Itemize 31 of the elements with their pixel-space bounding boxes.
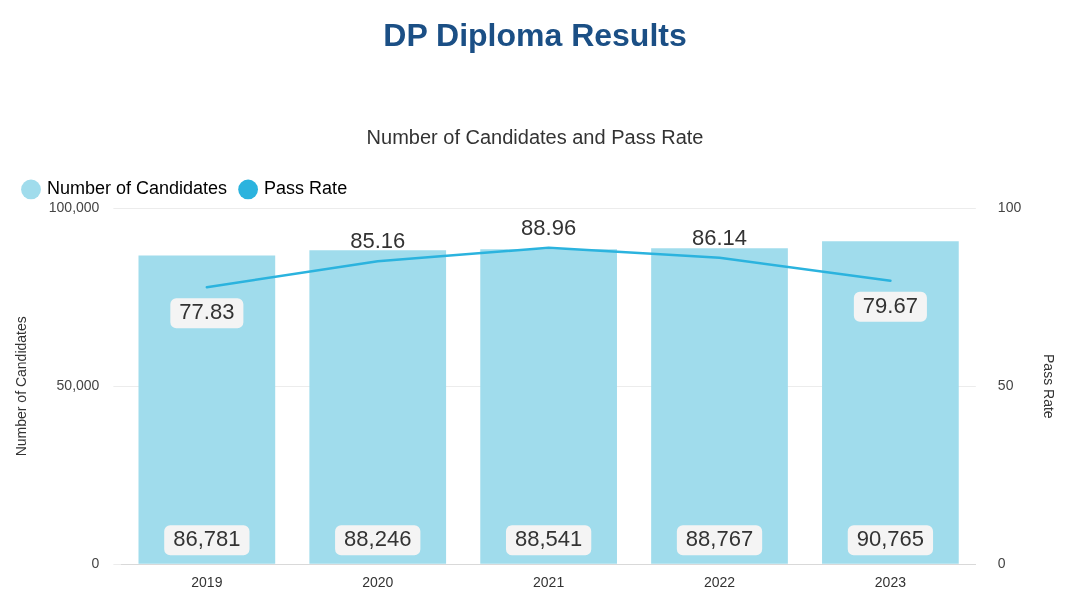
x-tick-label: 2020: [362, 574, 394, 591]
y2-tick-label: 50: [997, 377, 1014, 394]
chart-subtitle: Number of Candidates and Pass Rate: [366, 125, 704, 148]
data-label: 77.83: [179, 299, 235, 325]
data-label: 86,781: [173, 526, 241, 552]
data-label: 88,246: [344, 526, 412, 552]
bar: [651, 248, 788, 564]
data-label: 88,541: [514, 526, 583, 552]
x-tick-label: 2019: [191, 574, 223, 591]
data-label: 85.16: [350, 228, 406, 254]
x-tick-label: 2023: [874, 574, 907, 591]
bar: [480, 249, 617, 564]
x-tick-label: 2021: [533, 574, 565, 591]
x-tick-label: 2022: [703, 574, 736, 591]
chart-title: DP Diploma Results: [383, 17, 687, 54]
data-label: 79.67: [862, 292, 918, 318]
y2-tick-label: 100: [997, 199, 1022, 216]
data-label: 90,765: [856, 526, 925, 552]
data-label: 88.96: [521, 214, 577, 240]
y-tick-label: 0: [91, 555, 100, 572]
y-tick-label: 100,000: [48, 199, 100, 216]
data-label: 88,767: [685, 526, 754, 552]
data-label: 86.14: [691, 224, 748, 250]
y2-tick-label: 0: [997, 555, 1006, 572]
bar: [138, 255, 276, 564]
legend-label: Number of Candidates: [47, 178, 228, 199]
bar: [309, 250, 447, 564]
y-axis-title: Number of Candidates: [13, 316, 30, 457]
legend-label: Pass Rate: [264, 178, 348, 199]
y-tick-label: 50,000: [56, 377, 100, 394]
y2-axis-title: Pass Rate: [1040, 354, 1057, 419]
